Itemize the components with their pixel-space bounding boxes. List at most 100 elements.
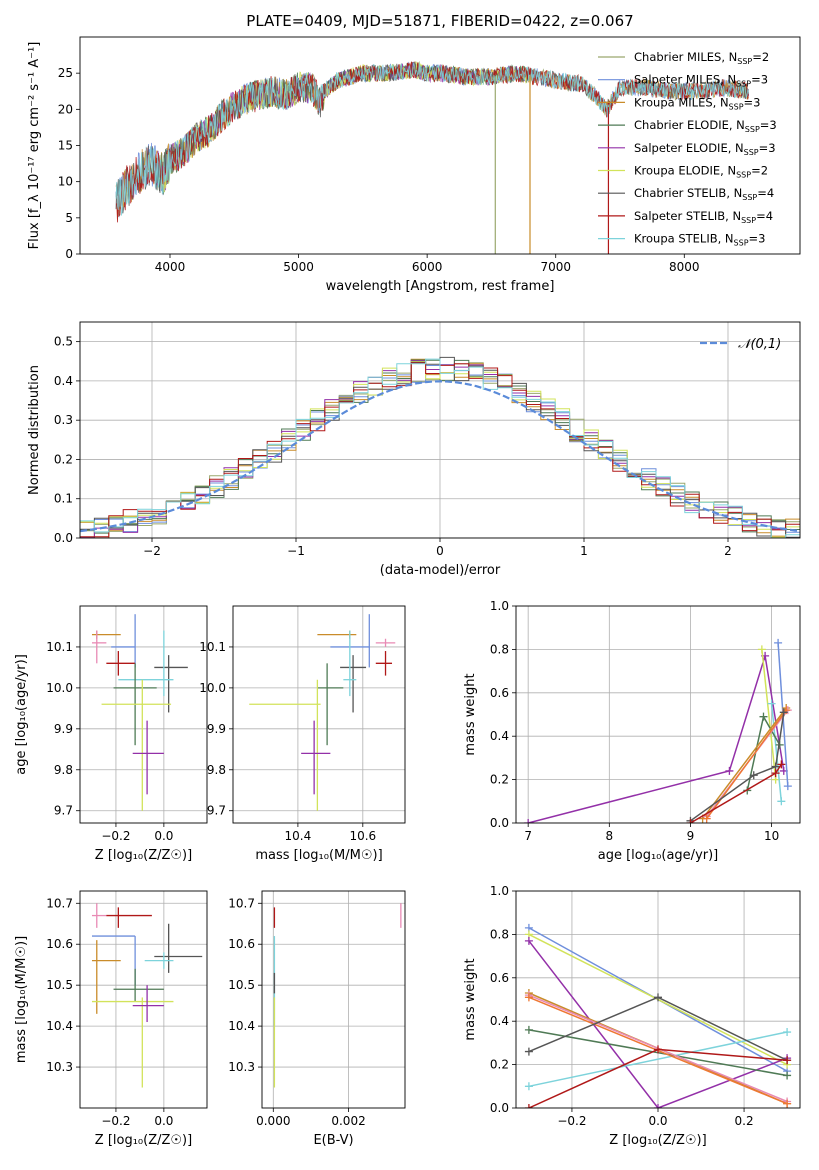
x-tick-label: 1 <box>580 544 588 558</box>
y-tick-label: 0.4 <box>54 374 73 388</box>
x-tick-label: −0.2 <box>557 1114 586 1128</box>
weight-marker <box>524 1047 533 1056</box>
y-tick-label: 10 <box>58 175 73 189</box>
legend-label: Chabrier STELIB, NSSP=4 <box>634 186 774 202</box>
y-tick-label: 10.0 <box>46 681 73 695</box>
weight-marker <box>654 1045 662 1054</box>
y-tick-label: 0.2 <box>490 773 509 787</box>
gaussian-curve <box>80 380 800 533</box>
axes-frame <box>232 605 406 824</box>
chart-age_vs_mass: 10.4 10.6 9.7 9.8 9.9 10.0 10.1 <box>199 605 406 843</box>
chart-age_vs_Z: −0.2 0.0 9.7 9.8 9.9 10.0 10.1 <box>46 605 208 843</box>
legend-label: Kroupa STELIB, NSSP=3 <box>634 232 765 248</box>
plot-area-residual_hist <box>80 322 800 538</box>
x-tick-label: 7000 <box>540 260 571 274</box>
y-tick-label: 10.4 <box>46 1019 73 1033</box>
y-tick-label: 0.4 <box>490 1014 509 1028</box>
y-tick-label: 10.3 <box>46 1060 73 1074</box>
legend-label: Salpeter STELIB, NSSP=4 <box>634 209 773 225</box>
x-tick-label: 0.0 <box>154 829 173 843</box>
axes-frame <box>79 605 208 824</box>
weight-marker <box>654 1104 662 1108</box>
y-tick-label: 10.4 <box>228 1019 255 1033</box>
chart-weight_vs_age: 7 8 9 10 0.0 0.2 0.4 0.6 0.8 1.0 <box>490 599 801 843</box>
weight-marker <box>783 782 792 791</box>
x-tick-label: 9 <box>687 829 695 843</box>
weight-line <box>528 655 785 823</box>
x-tick-label: 8 <box>605 829 613 843</box>
weight-marker <box>757 645 766 654</box>
weight-line <box>770 703 783 802</box>
x-tick-label: −0.2 <box>101 1114 130 1128</box>
y-tick-label: 20 <box>58 102 73 116</box>
axes-frame <box>261 890 406 1109</box>
axes-frame <box>79 321 801 539</box>
x-tick-label: 4000 <box>155 260 186 274</box>
chart-mass_vs_Z: −0.2 0.0 10.3 10.4 10.5 10.6 10.7 <box>46 890 208 1128</box>
y-tick-label: 1.0 <box>490 599 509 613</box>
y-axis-label: mass weight <box>463 958 478 1040</box>
chart-weight_vs_Z: −0.2 0.0 0.2 0.0 0.2 0.4 0.6 0.8 1.0 <box>490 884 801 1128</box>
weight-marker <box>524 1104 533 1108</box>
plot-area-age_vs_Z <box>80 606 207 823</box>
y-tick-label: 10.6 <box>46 937 73 951</box>
x-axis-label: Z [log₁₀(Z/Z☉)] <box>95 1133 192 1148</box>
weight-marker <box>654 993 662 1002</box>
x-tick-label: 0.000 <box>256 1114 290 1128</box>
x-axis-label: Z [log₁₀(Z/Z☉)] <box>609 1133 706 1148</box>
x-tick-label: 6000 <box>412 260 443 274</box>
legend-label: Salpeter ELODIE, NSSP=3 <box>634 141 776 157</box>
x-tick-label: 0.2 <box>735 1114 754 1128</box>
weight-marker <box>779 708 788 717</box>
x-axis-label: E(B-V) <box>313 1133 353 1148</box>
plot-area-spectrum <box>115 60 749 254</box>
weight-marker <box>725 766 734 775</box>
y-tick-label: 0.3 <box>54 413 73 427</box>
axes-frame <box>79 36 801 255</box>
x-tick-label: 0 <box>436 544 444 558</box>
weight-marker <box>524 1025 533 1034</box>
weight-line <box>528 1031 788 1088</box>
figure-title: PLATE=0409, MJD=51871, FIBERID=0422, z=0… <box>246 12 634 30</box>
x-tick-label: −2 <box>143 544 161 558</box>
legend-label: Chabrier ELODIE, NSSP=3 <box>634 118 777 134</box>
y-tick-label: 10.5 <box>228 978 255 992</box>
weight-marker <box>749 771 758 780</box>
weight-marker <box>771 769 780 778</box>
x-tick-label: 10.4 <box>285 829 312 843</box>
axes-frame <box>515 605 801 824</box>
plot-area-mass_vs_ebv <box>262 891 405 1108</box>
plot-area-weight_vs_Z <box>516 891 800 1108</box>
legend-label: Chabrier MILES, NSSP=2 <box>634 50 769 66</box>
x-tick-label: −1 <box>287 544 305 558</box>
y-tick-label: 0.8 <box>490 642 509 656</box>
x-tick-label: −0.2 <box>101 829 130 843</box>
legend-label: Salpeter MILES, NSSP=3 <box>634 73 768 89</box>
y-tick-label: 10.6 <box>228 937 255 951</box>
y-tick-label: 9.7 <box>207 804 226 818</box>
y-tick-label: 0.6 <box>490 686 509 700</box>
y-tick-label: 9.7 <box>54 804 73 818</box>
x-tick-label: 0.0 <box>154 1114 173 1128</box>
x-tick-label: 10.6 <box>349 829 376 843</box>
weight-line <box>706 709 787 820</box>
x-tick-label: 0.0 <box>648 1114 667 1128</box>
histogram-step <box>80 358 800 538</box>
x-axis-label: Z [log₁₀(Z/Z☉)] <box>95 848 192 863</box>
x-tick-label: 5000 <box>283 260 314 274</box>
chart-residual_hist: −2 −1 0 1 2 0.0 0.1 0.2 0.3 0.4 0.5 <box>54 321 801 558</box>
plot-area-age_vs_mass <box>233 606 405 823</box>
y-tick-label: 10.7 <box>46 896 73 910</box>
weight-marker <box>777 797 786 806</box>
chart-mass_vs_ebv: 0.000 0.002 10.3 10.4 10.5 10.6 10.7 <box>228 890 406 1128</box>
weight-marker <box>783 1099 792 1108</box>
spectrum-legend: Chabrier MILES, NSSP=2 Salpeter MILES, NS… <box>598 50 777 248</box>
x-tick-label: 7 <box>524 829 532 843</box>
plot-area-mass_vs_Z <box>80 891 207 1108</box>
chart-spectrum: 4000 5000 6000 7000 8000 0 5 10 15 20 25 <box>58 36 801 274</box>
y-tick-label: 0.6 <box>490 971 509 985</box>
weight-marker <box>783 1028 792 1037</box>
y-tick-label: 9.8 <box>54 763 73 777</box>
weight-marker <box>524 993 533 1002</box>
